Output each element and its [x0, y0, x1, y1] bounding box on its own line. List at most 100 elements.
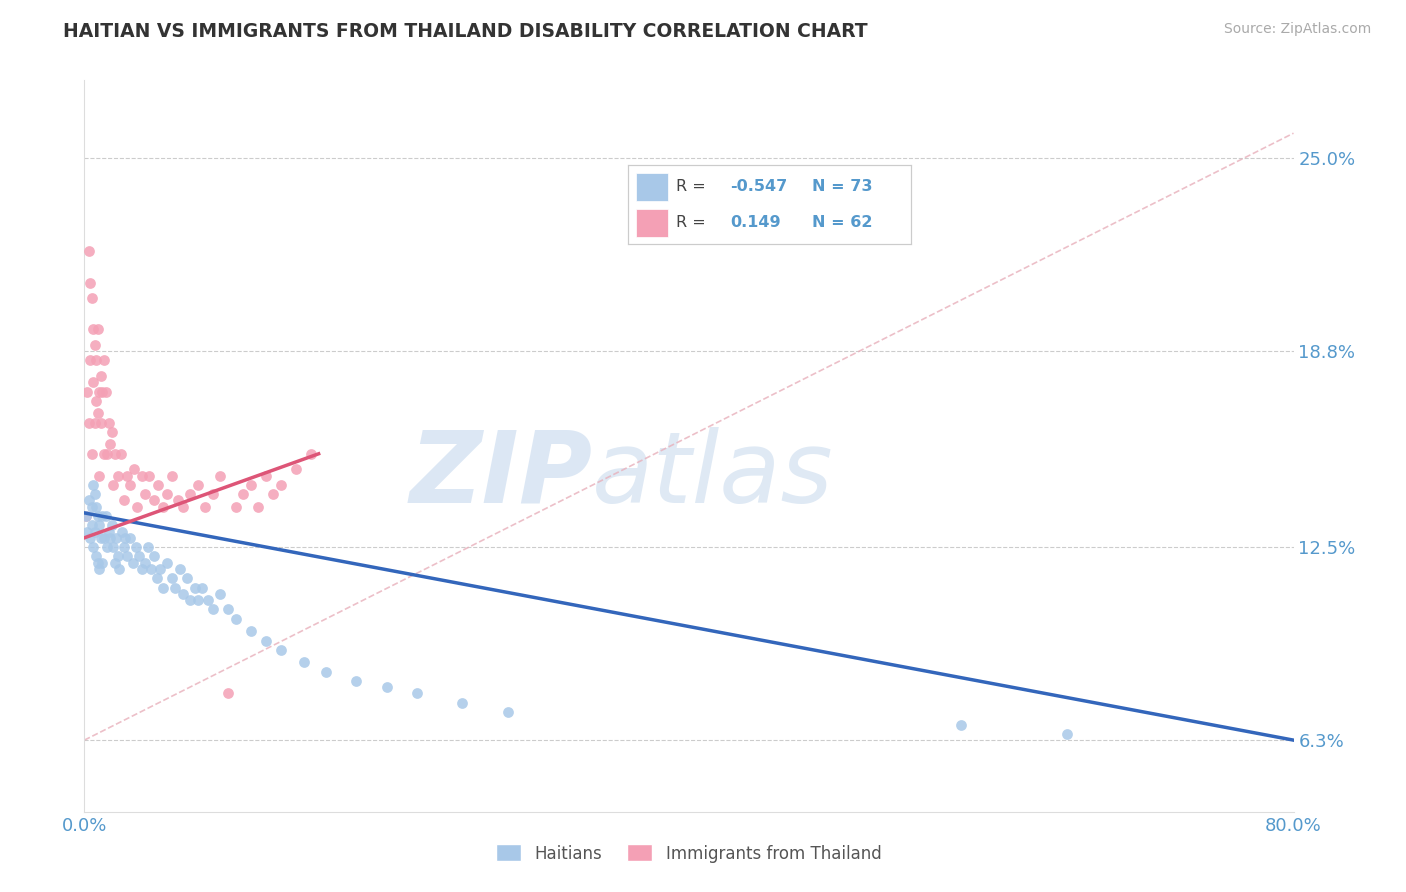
- Point: [232, 487, 254, 501]
- Text: Source: ZipAtlas.com: Source: ZipAtlas.com: [1223, 22, 1371, 37]
- Point: [254, 633, 277, 648]
- Legend: Haitians, Immigrants from Thailand: Haitians, Immigrants from Thailand: [489, 838, 889, 869]
- Point: [97, 416, 120, 430]
- Point: [80, 291, 103, 305]
- Point: [79, 531, 101, 545]
- Point: [87, 322, 110, 336]
- Point: [160, 468, 183, 483]
- Point: [122, 462, 145, 476]
- Point: [87, 509, 110, 524]
- Point: [82, 540, 104, 554]
- Point: [239, 478, 262, 492]
- Point: [105, 531, 128, 545]
- Point: [75, 509, 97, 524]
- Point: [75, 509, 97, 524]
- Point: [89, 562, 111, 576]
- Point: [187, 478, 209, 492]
- Point: [165, 581, 187, 595]
- Point: [101, 540, 124, 554]
- Point: [93, 353, 115, 368]
- Point: [77, 493, 100, 508]
- Point: [115, 549, 138, 564]
- Text: N = 62: N = 62: [813, 215, 873, 230]
- Point: [225, 500, 247, 514]
- Point: [217, 686, 239, 700]
- Point: [179, 593, 201, 607]
- Point: [183, 581, 205, 595]
- Point: [90, 416, 112, 430]
- Point: [169, 562, 191, 576]
- Point: [121, 556, 143, 570]
- Point: [107, 549, 129, 564]
- Point: [114, 531, 136, 545]
- Point: [127, 500, 149, 514]
- Point: [104, 447, 127, 461]
- Point: [86, 549, 108, 564]
- Point: [110, 447, 132, 461]
- Point: [148, 478, 170, 492]
- Point: [197, 593, 219, 607]
- Point: [292, 656, 315, 670]
- Point: [167, 493, 190, 508]
- Point: [134, 556, 156, 570]
- Point: [134, 487, 156, 501]
- Point: [89, 518, 111, 533]
- Point: [112, 540, 135, 554]
- Point: [96, 540, 118, 554]
- Text: -0.547: -0.547: [730, 179, 787, 194]
- Point: [191, 581, 214, 595]
- Point: [270, 643, 292, 657]
- Point: [112, 493, 135, 508]
- Point: [217, 602, 239, 616]
- Point: [131, 562, 153, 576]
- Point: [179, 487, 201, 501]
- Point: [239, 624, 262, 639]
- Point: [104, 556, 127, 570]
- Point: [201, 602, 224, 616]
- Point: [90, 368, 112, 383]
- Point: [84, 524, 107, 539]
- Point: [91, 384, 114, 399]
- Point: [194, 500, 217, 514]
- Point: [176, 571, 198, 585]
- Point: [87, 406, 110, 420]
- Point: [107, 468, 129, 483]
- Point: [152, 500, 174, 514]
- Point: [1056, 727, 1078, 741]
- Point: [138, 468, 160, 483]
- Point: [187, 593, 209, 607]
- Text: R =: R =: [676, 179, 706, 194]
- Point: [90, 531, 112, 545]
- FancyBboxPatch shape: [637, 209, 668, 237]
- Point: [139, 562, 162, 576]
- Point: [406, 686, 429, 700]
- Point: [156, 556, 179, 570]
- Point: [97, 524, 120, 539]
- Point: [77, 416, 100, 430]
- Point: [225, 612, 247, 626]
- Point: [496, 705, 519, 719]
- Point: [346, 673, 368, 688]
- Point: [79, 276, 101, 290]
- Point: [93, 531, 115, 545]
- Point: [76, 384, 98, 399]
- Point: [89, 384, 111, 399]
- Point: [254, 468, 277, 483]
- Point: [84, 487, 107, 501]
- Point: [209, 587, 232, 601]
- Point: [247, 500, 270, 514]
- Point: [149, 562, 172, 576]
- Point: [142, 493, 165, 508]
- Point: [76, 524, 98, 539]
- Point: [100, 425, 122, 439]
- Point: [77, 244, 100, 259]
- Point: [125, 540, 148, 554]
- Point: [118, 531, 141, 545]
- Point: [156, 487, 179, 501]
- Point: [201, 487, 224, 501]
- Point: [136, 540, 159, 554]
- Text: HAITIAN VS IMMIGRANTS FROM THAILAND DISABILITY CORRELATION CHART: HAITIAN VS IMMIGRANTS FROM THAILAND DISA…: [63, 22, 868, 41]
- Point: [101, 478, 124, 492]
- Point: [152, 581, 174, 595]
- Point: [950, 717, 973, 731]
